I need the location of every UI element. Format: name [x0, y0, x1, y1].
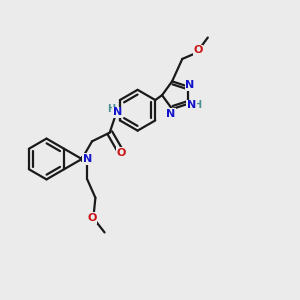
Text: N: N — [113, 107, 122, 117]
Text: O: O — [194, 45, 203, 56]
Text: O: O — [87, 213, 97, 223]
Text: H: H — [107, 104, 116, 114]
Text: H: H — [193, 100, 201, 110]
Text: N: N — [82, 154, 92, 164]
Text: O: O — [117, 148, 126, 158]
Text: N: N — [187, 100, 196, 110]
Text: N: N — [166, 109, 176, 119]
Text: N: N — [185, 80, 194, 90]
